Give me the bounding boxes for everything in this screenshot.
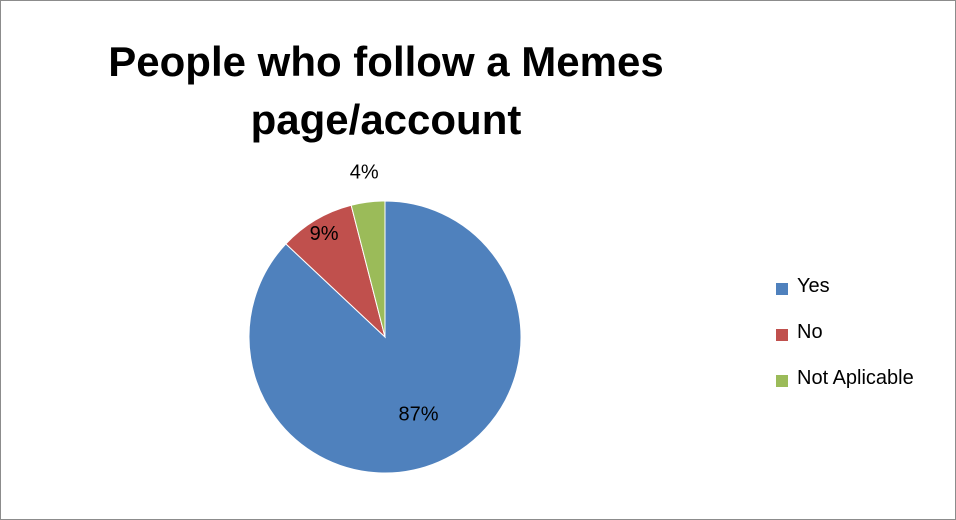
data-label-no: 9% [310,223,339,245]
chart-title-line-1: People who follow a Memes [108,38,664,85]
legend-label-no: No [797,321,823,343]
chart-title-line-2: page/account [250,96,522,143]
legend-swatch-no [776,329,788,341]
data-label-not-aplicable: 4% [350,161,379,183]
pie-slice-not-aplicable [350,200,386,338]
data-label-yes: 87% [398,403,438,425]
legend-swatch-yes [776,283,788,295]
legend-swatch-not-aplicable [776,375,788,387]
legend-label-yes: Yes [797,275,830,297]
legend-label-not-aplicable: Not Aplicable [797,367,914,389]
